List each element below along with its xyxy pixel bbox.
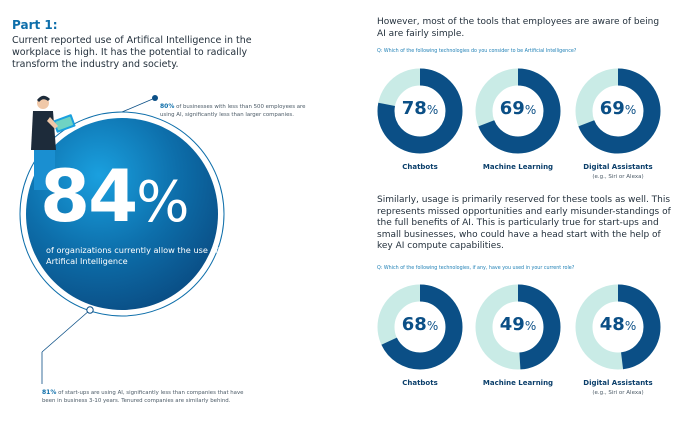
donut-slice-digital-assistants	[575, 284, 661, 370]
awareness-intro: However, most of the tools that employee…	[377, 17, 660, 39]
donut-sublabel: (e.g., Siri or Alexa)	[592, 174, 644, 180]
donut-value-label: 78%	[401, 98, 439, 119]
usage-intro: Similarly, usage is primarily reserved f…	[377, 195, 671, 251]
donut-category-label: Chatbots	[402, 163, 438, 171]
connector-81-dot	[86, 306, 94, 314]
big-percent: 84%	[40, 154, 189, 238]
donut-0-2	[575, 68, 661, 154]
question-awareness: Q: Which of the following technologies d…	[377, 49, 577, 54]
donut-value-label: 69%	[499, 98, 537, 119]
donut-0-1	[475, 68, 561, 154]
hero-circle	[26, 118, 218, 310]
big-caption: of organizations currently allow the use…	[46, 245, 219, 266]
donut-1-0	[377, 284, 463, 370]
donut-category-label: Digital Assistants	[583, 379, 653, 387]
donut-1-1	[475, 284, 561, 370]
donut-value-label: 68%	[401, 314, 439, 335]
donut-category-label: Machine Learning	[482, 163, 554, 171]
donut-slice-machine-learning	[475, 68, 561, 154]
donut-value-label: 48%	[599, 314, 637, 335]
donut-value-label: 69%	[599, 98, 637, 119]
donut-0-0	[377, 68, 463, 154]
donut-slice-chatbots	[377, 68, 463, 154]
donut-1-2	[575, 284, 661, 370]
stat-note-81: 81% of start-ups are using AI, significa…	[42, 389, 244, 404]
connector-80	[121, 97, 156, 113]
donut-sublabel: (e.g., Siri or Alexa)	[592, 390, 644, 396]
donut-category-label: Machine Learning	[482, 379, 554, 387]
donut-slice-digital-assistants	[575, 68, 661, 154]
section-title: Part 1:	[12, 18, 58, 32]
donut-category-label: Chatbots	[402, 379, 438, 387]
donut-category-label: Digital Assistants	[583, 163, 653, 171]
person-illustration	[31, 95, 76, 190]
donut-value-label: 49%	[499, 314, 537, 335]
connector-80-dot	[152, 95, 158, 101]
question-usage: Q: Which of the following technologies, …	[377, 266, 575, 271]
donut-slice-machine-learning	[475, 284, 561, 370]
stat-note-80: 80% of businesses with less than 500 emp…	[160, 103, 306, 118]
connector-81	[41, 309, 91, 353]
donut-slice-chatbots	[377, 284, 463, 370]
intro-text: Current reported use of Artifical Intell…	[12, 35, 252, 70]
